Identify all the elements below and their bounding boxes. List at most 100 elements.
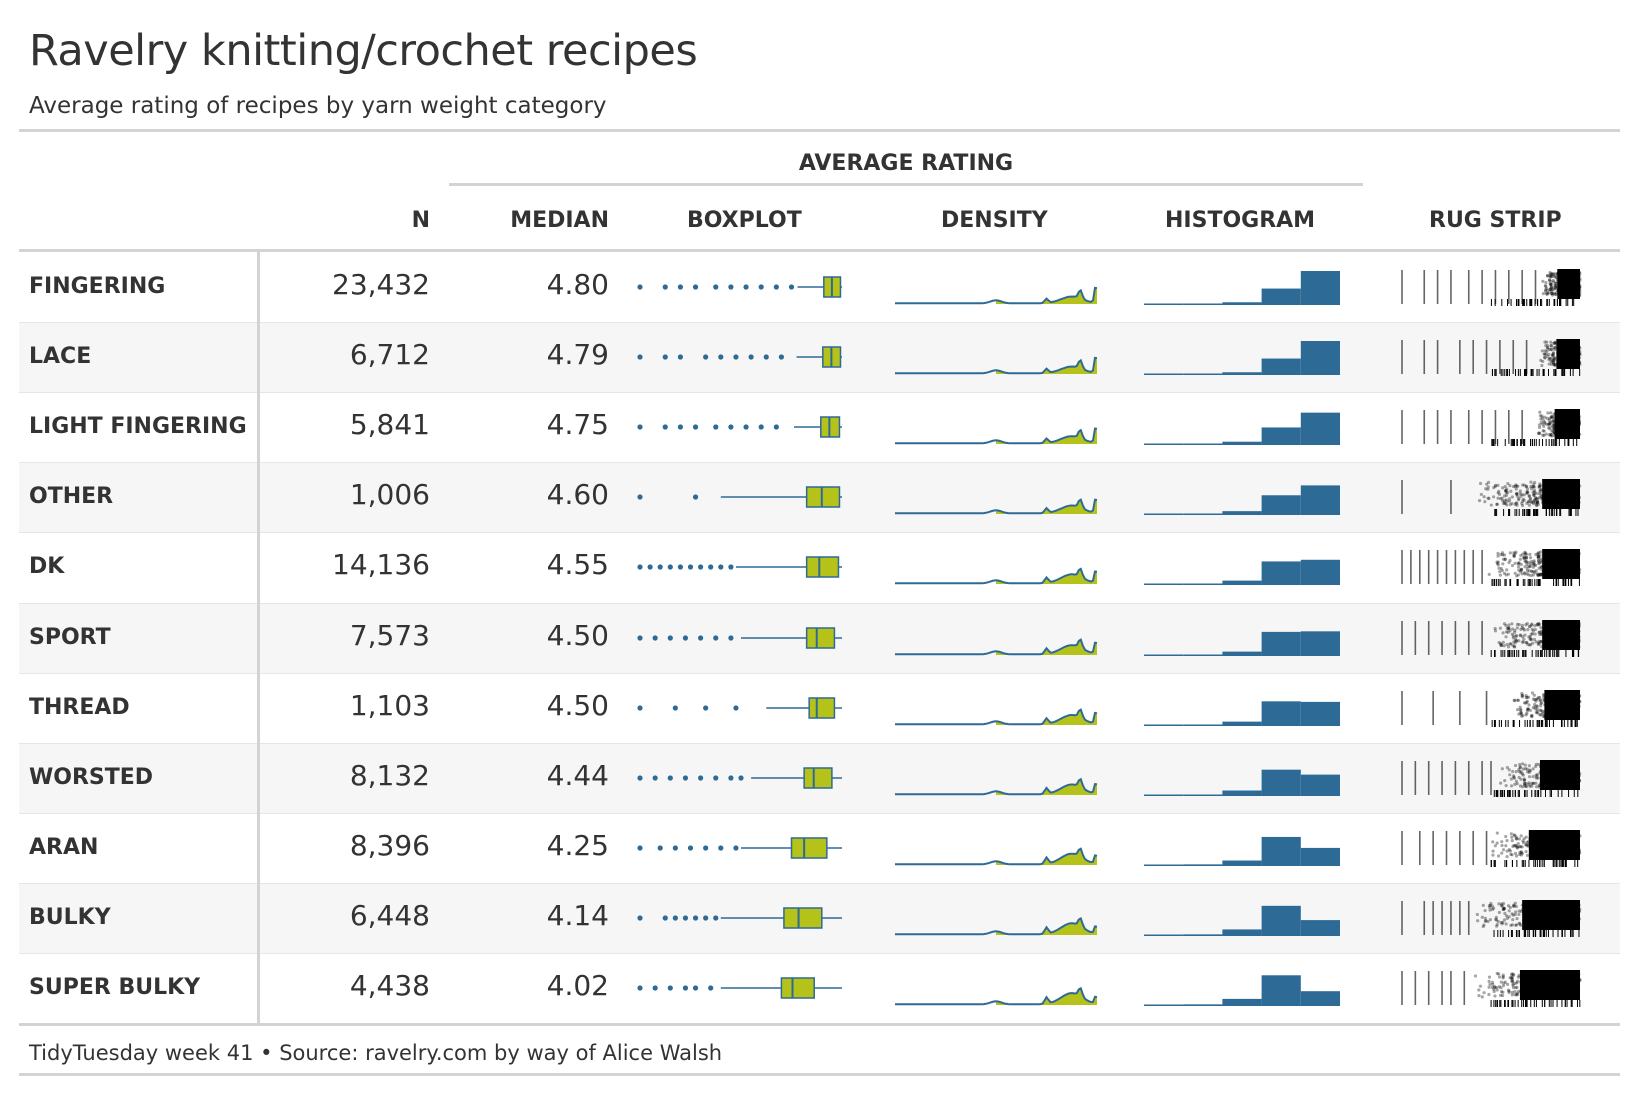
boxplot-outlier (682, 634, 689, 641)
density-chart (895, 356, 1098, 375)
histogram-bar (1222, 860, 1262, 866)
rug-point (1534, 773, 1538, 777)
rug-point (1536, 711, 1540, 715)
rug-point (1514, 985, 1518, 990)
rug-point (1486, 487, 1490, 492)
row-separator (19, 882, 1620, 884)
rug-point (1502, 572, 1507, 576)
boxplot-box (783, 907, 823, 929)
rug-point (1511, 917, 1515, 922)
row-separator (19, 462, 1620, 464)
rug-point (1501, 920, 1505, 924)
rug-point (1535, 504, 1539, 508)
rug-point (1530, 622, 1534, 626)
rug-point (1536, 555, 1540, 559)
footer-source: TidyTuesday week 41 • Source: ravelry.co… (29, 1041, 723, 1065)
rug-point (1536, 497, 1540, 501)
rug-point (1504, 488, 1508, 493)
rug-point (1495, 841, 1499, 845)
rug-point (1489, 503, 1493, 507)
rug-point (1539, 421, 1543, 425)
rug-point (1529, 637, 1533, 641)
rug-point (1517, 622, 1521, 626)
boxplot-outlier (758, 424, 764, 430)
rug-point (1533, 704, 1537, 709)
boxplot-outlier (728, 775, 734, 781)
rug-point (1503, 557, 1507, 562)
rug-point (1483, 500, 1487, 504)
rug-point (1520, 493, 1524, 497)
rug-point (1486, 496, 1490, 501)
rug-point (1500, 839, 1504, 844)
rug-point (1537, 562, 1541, 566)
rug-point (1496, 496, 1500, 501)
rug-point (1539, 574, 1543, 578)
rug-point (1536, 573, 1541, 577)
row-category: OTHER (29, 484, 114, 510)
rug-point (1500, 499, 1505, 503)
rug-point (1478, 984, 1483, 988)
spanner-rule (449, 183, 1363, 186)
boxplot-outlier (713, 284, 719, 290)
rug-point (1487, 975, 1492, 979)
rug-point (1539, 494, 1543, 499)
rug-point (1547, 426, 1551, 430)
rug-point (1538, 482, 1542, 486)
rug-point (1523, 572, 1527, 576)
rug-point (1496, 484, 1500, 488)
rug-point (1522, 637, 1526, 641)
rug-point (1497, 567, 1501, 571)
rug-point (1520, 845, 1524, 849)
rug-point (1502, 553, 1507, 557)
histogram-bar (1261, 427, 1301, 446)
rug-point (1529, 642, 1533, 646)
rug-strip-chart (1401, 409, 1582, 447)
density-chart (895, 847, 1098, 866)
row-category: FINGERING (29, 274, 166, 299)
rug-point (1539, 490, 1543, 494)
boxplot-chart (637, 416, 842, 438)
rug-point (1533, 490, 1537, 494)
rug-point (1518, 762, 1522, 766)
rug-point (1538, 712, 1542, 716)
rug-point (1502, 907, 1506, 911)
rug-point (1504, 494, 1509, 498)
rug-point (1505, 916, 1510, 920)
rug-point (1534, 639, 1538, 643)
rug-point (1497, 902, 1501, 906)
rug-point (1536, 553, 1540, 557)
rug-point (1531, 485, 1535, 489)
boxplot-outlier (703, 915, 709, 921)
rug-point (1541, 359, 1545, 364)
rug-point (1522, 557, 1526, 561)
rug-point (1553, 283, 1557, 287)
density-chart (895, 637, 1098, 655)
rug-strip-chart (1401, 970, 1582, 1007)
rug-point (1537, 496, 1542, 500)
rug-point (1531, 697, 1536, 701)
rug-point (1514, 633, 1519, 637)
rug-point (1521, 639, 1526, 644)
density-fill (996, 569, 1097, 585)
rug-point (1509, 641, 1513, 645)
rug-point (1519, 494, 1523, 499)
rug-point (1509, 489, 1513, 494)
boxplot-outlier (677, 284, 683, 290)
rug-point (1492, 987, 1496, 991)
rug-point (1541, 279, 1545, 283)
rug-strip-chart (1401, 339, 1582, 377)
rug-point (1534, 697, 1539, 701)
boxplot-outlier (733, 845, 739, 851)
rug-point (1516, 841, 1520, 845)
rug-point (1508, 849, 1512, 853)
rug-point (1545, 274, 1550, 278)
boxplot-outlier (682, 775, 689, 781)
rug-point (1519, 923, 1523, 927)
rug-point (1518, 558, 1522, 562)
rug-point (1515, 503, 1519, 508)
rug-point (1524, 556, 1528, 560)
rug-point (1545, 292, 1549, 297)
boxplot-outlier (743, 284, 749, 290)
rug-point (1527, 702, 1531, 707)
rug-point (1498, 993, 1503, 997)
